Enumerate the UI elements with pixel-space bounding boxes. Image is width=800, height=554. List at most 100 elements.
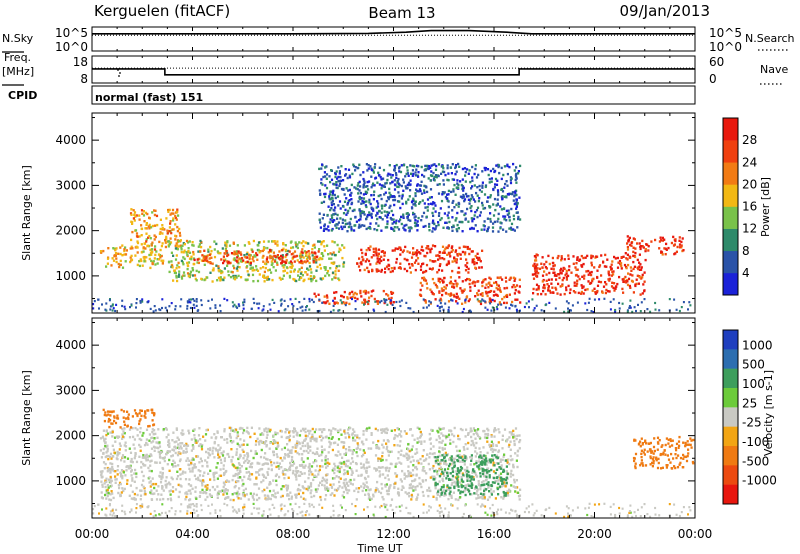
data-cell (470, 493, 473, 496)
data-cell (455, 284, 458, 288)
data-cell (505, 219, 508, 222)
data-cell (377, 202, 380, 205)
data-cell (454, 219, 457, 222)
data-cell (338, 247, 341, 250)
data-cell (389, 173, 392, 176)
data-cell (334, 270, 337, 273)
data-cell (322, 175, 325, 179)
data-cell (384, 466, 387, 470)
data-cell (291, 446, 294, 449)
data-cell (472, 198, 475, 201)
data-cell (512, 284, 515, 287)
data-cell (591, 255, 594, 258)
data-cell (387, 489, 390, 492)
data-cell (323, 266, 326, 269)
data-cell (171, 477, 174, 481)
data-cell (347, 189, 350, 192)
data-cell (567, 284, 570, 288)
data-cell (492, 448, 496, 452)
data-cell (460, 210, 463, 213)
data-cell (291, 464, 294, 467)
data-cell (449, 292, 453, 295)
data-cell (403, 257, 406, 261)
data-cell (395, 462, 398, 465)
data-cell (148, 469, 151, 473)
data-cell (461, 185, 464, 188)
data-cell (239, 251, 242, 254)
data-cell (431, 268, 434, 271)
data-cell (396, 185, 399, 188)
data-cell (348, 466, 351, 469)
data-cell (416, 183, 419, 186)
data-cell (343, 302, 346, 305)
data-cell (203, 249, 206, 252)
data-cell (121, 477, 124, 480)
data-cell (490, 488, 493, 491)
data-cell (395, 300, 398, 304)
data-cell (368, 211, 371, 214)
data-cell (309, 437, 312, 440)
data-cell (641, 239, 644, 243)
data-cell (477, 299, 480, 303)
data-cell (138, 455, 141, 458)
data-cell (242, 259, 245, 262)
data-cell (423, 279, 426, 282)
data-cell (375, 206, 378, 209)
data-cell (594, 292, 597, 295)
data-cell (503, 428, 507, 431)
data-cell (363, 213, 366, 216)
data-cell (245, 253, 248, 256)
data-cell (555, 288, 558, 291)
data-cell (300, 458, 303, 461)
data-cell (373, 190, 376, 193)
data-cell (156, 436, 159, 439)
data-cell (105, 492, 108, 495)
data-cell (454, 165, 457, 168)
data-cell (207, 451, 210, 455)
data-cell (232, 474, 235, 478)
data-cell (256, 302, 259, 305)
data-cell (121, 244, 124, 247)
data-cell (189, 492, 192, 495)
data-cell (425, 472, 428, 475)
data-cell (346, 176, 349, 180)
data-cell (119, 475, 123, 478)
data-cell (111, 462, 114, 466)
data-cell (485, 463, 488, 467)
data-cell (477, 173, 480, 177)
data-cell (455, 261, 458, 264)
data-cell (288, 497, 291, 501)
data-cell (351, 297, 353, 301)
data-cell (337, 175, 340, 179)
data-cell (177, 443, 180, 446)
data-cell (252, 498, 256, 501)
data-cell (153, 437, 156, 440)
data-cell (378, 470, 381, 473)
data-cell (114, 254, 117, 257)
data-cell (294, 493, 297, 496)
data-cell (335, 226, 338, 229)
data-cell (235, 305, 238, 308)
data-cell (307, 277, 310, 281)
data-cell (355, 292, 358, 296)
data-cell (237, 250, 240, 253)
data-cell (493, 299, 496, 303)
data-cell (498, 474, 501, 477)
data-cell (236, 466, 239, 469)
data-cell (372, 308, 375, 311)
data-cell (343, 246, 346, 249)
data-cell (432, 445, 435, 448)
data-cell (186, 264, 189, 267)
data-cell (556, 273, 559, 276)
data-cell (408, 262, 411, 266)
data-cell (590, 254, 593, 257)
data-cell (202, 474, 205, 477)
data-cell (109, 475, 112, 479)
noise-left-tick-top: 10^5 (55, 26, 88, 40)
data-cell (218, 448, 221, 451)
data-cell (258, 251, 261, 254)
data-cell (212, 269, 215, 272)
data-cell (419, 288, 422, 292)
data-cell (199, 470, 202, 473)
